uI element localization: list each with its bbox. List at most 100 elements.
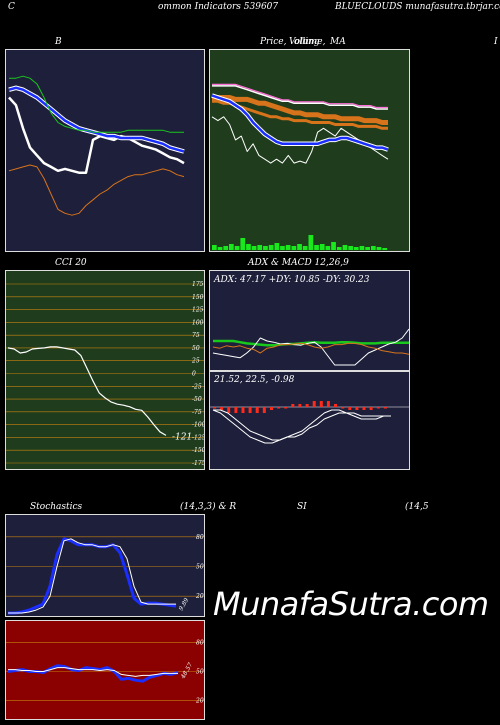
cci-panel: 175 150 125 100 75 50 25 0 -25 -50 -75 -100 -125 -150… (5, 270, 205, 470)
price-ma-pink-line (212, 83, 388, 109)
title-stoch-params: (14,3,3) & R (180, 502, 237, 512)
bollinger-chart (8, 75, 185, 216)
stoch-tick-label: 20 (195, 593, 204, 600)
bollinger-lower-line (8, 164, 185, 216)
macd-histogram-bar (220, 407, 224, 410)
volume-bar (234, 246, 240, 250)
header-right: BLUECLOUDS munafasutra.tbrjar.com (335, 2, 500, 12)
volume-bar (325, 246, 331, 250)
header-center: ommon Indicators 539607 (158, 2, 279, 12)
macd-histogram-bar (234, 407, 238, 413)
volume-bar (263, 246, 268, 250)
stochastics-chart: 80 50 20 9.89 (6, 534, 204, 615)
cci-tick-label: 175 (192, 281, 204, 288)
cci-tick-label: 50 (192, 345, 200, 352)
volume-bar (353, 247, 359, 250)
cci-line (7, 346, 167, 436)
cci-last-value: -121 (172, 432, 192, 442)
price-chart (211, 83, 389, 250)
cci-tick-label: -100 (192, 422, 205, 429)
rsi-smoothed-line (8, 667, 178, 677)
macd-panel: 21.52, 22.5, -0.98 (209, 371, 410, 470)
macd-histogram-bar (305, 404, 309, 407)
volume-bar (319, 244, 325, 250)
volume-bar (297, 244, 302, 250)
macd-histogram-bar (369, 407, 373, 410)
volume-bar (268, 245, 274, 250)
macd-macd-line (212, 409, 391, 444)
title-far-right: I (494, 37, 498, 47)
cci-tick-label: 0 (192, 371, 196, 378)
volume-bar (348, 246, 353, 250)
stoch-tick-label: 80 (196, 534, 204, 541)
cci-tick-label: -50 (192, 396, 202, 403)
brand-watermark: MunafaSutra.com (213, 585, 489, 623)
volume-bar (257, 245, 263, 250)
cci-tick-label: 25 (191, 358, 200, 365)
price-ma_blue-line (211, 94, 389, 151)
cci-chart: 175 150 125 100 75 50 25 0 -25 -50 -75 -100 -125 -150… (6, 281, 205, 467)
bollinger-middle-line (8, 86, 185, 153)
volume-bar (314, 245, 319, 250)
title-bollinger: B (55, 37, 62, 47)
volume-bar (217, 247, 223, 250)
adx-chart (212, 328, 409, 366)
title-overlap: olling (294, 37, 320, 47)
volume-bar (212, 245, 217, 250)
macd-histogram-bar (255, 407, 259, 413)
stoch-last-value: 9.89 (178, 597, 191, 612)
title-price: Price, (260, 37, 287, 47)
bollinger-price-line (8, 96, 185, 174)
macd-readout: 21.52, 22.5, -0.98 (214, 375, 295, 385)
volume-bar (331, 242, 336, 250)
adx-readout: ADX: 47.17 +DY: 10.85 -DY: 30.23 (214, 275, 370, 285)
cci-tick-label: 75 (192, 332, 200, 339)
volume-bar (240, 238, 246, 250)
volume-bar (336, 247, 342, 250)
rsi-chart: 80 50 20 48.57 (6, 639, 204, 705)
stoch-k-line (8, 537, 177, 615)
volume-bar (342, 245, 348, 250)
macd-histogram-bar (270, 407, 273, 410)
macd-chart (210, 401, 409, 444)
macd-histogram-bar (248, 407, 252, 413)
macd-signal-line (213, 409, 391, 441)
title-cci: CCI 20 (55, 258, 87, 268)
price-ma_orange_top-line (212, 95, 388, 125)
volume-bar (246, 244, 251, 250)
macd-histogram-bar (383, 407, 387, 409)
title-adx-macd: ADX & MACD 12,26,9 (248, 258, 349, 268)
volume-bar (280, 246, 285, 250)
volume-bar (376, 247, 382, 250)
price-panel (209, 49, 410, 252)
adx-plus_di-line (212, 328, 409, 366)
rsi-panel: 80 50 20 48.57 (5, 620, 205, 720)
macd-histogram-bar (227, 407, 231, 413)
adx-minus_di-line (212, 342, 409, 355)
macd-histogram-bar (277, 407, 281, 409)
volume-bar (382, 248, 387, 250)
cci-tick-label: -150 (192, 447, 205, 454)
stochastics-panel: 80 50 20 9.89 (5, 514, 205, 617)
macd-histogram-bar (348, 407, 352, 410)
macd-histogram-bar (334, 404, 337, 407)
volume-bar (365, 247, 370, 250)
macd-histogram-bar (319, 401, 323, 407)
rsi-last-value: 48.57 (179, 661, 194, 680)
cci-tick-label: 150 (192, 294, 204, 301)
rsi-tick-label: 80 (196, 639, 204, 646)
macd-histogram-bar (376, 407, 380, 409)
volume-bar (229, 244, 234, 250)
stoch-tick-label: 50 (196, 564, 204, 571)
volume-bar (359, 246, 365, 250)
cci-tick-label: 125 (192, 307, 204, 314)
macd-histogram-bar (213, 407, 216, 409)
title-stochastics: Stochastics (30, 502, 83, 512)
title-rsi: SI (297, 502, 307, 512)
macd-histogram-bar (241, 407, 245, 413)
cci-tick-label: -75 (192, 409, 202, 416)
cci-tick-label: -125 (192, 434, 205, 441)
macd-histogram-bar (298, 404, 302, 407)
adx-panel: ADX: 47.17 +DY: 10.85 -DY: 30.23 (209, 270, 410, 371)
cci-tick-label: -175 (192, 460, 205, 467)
